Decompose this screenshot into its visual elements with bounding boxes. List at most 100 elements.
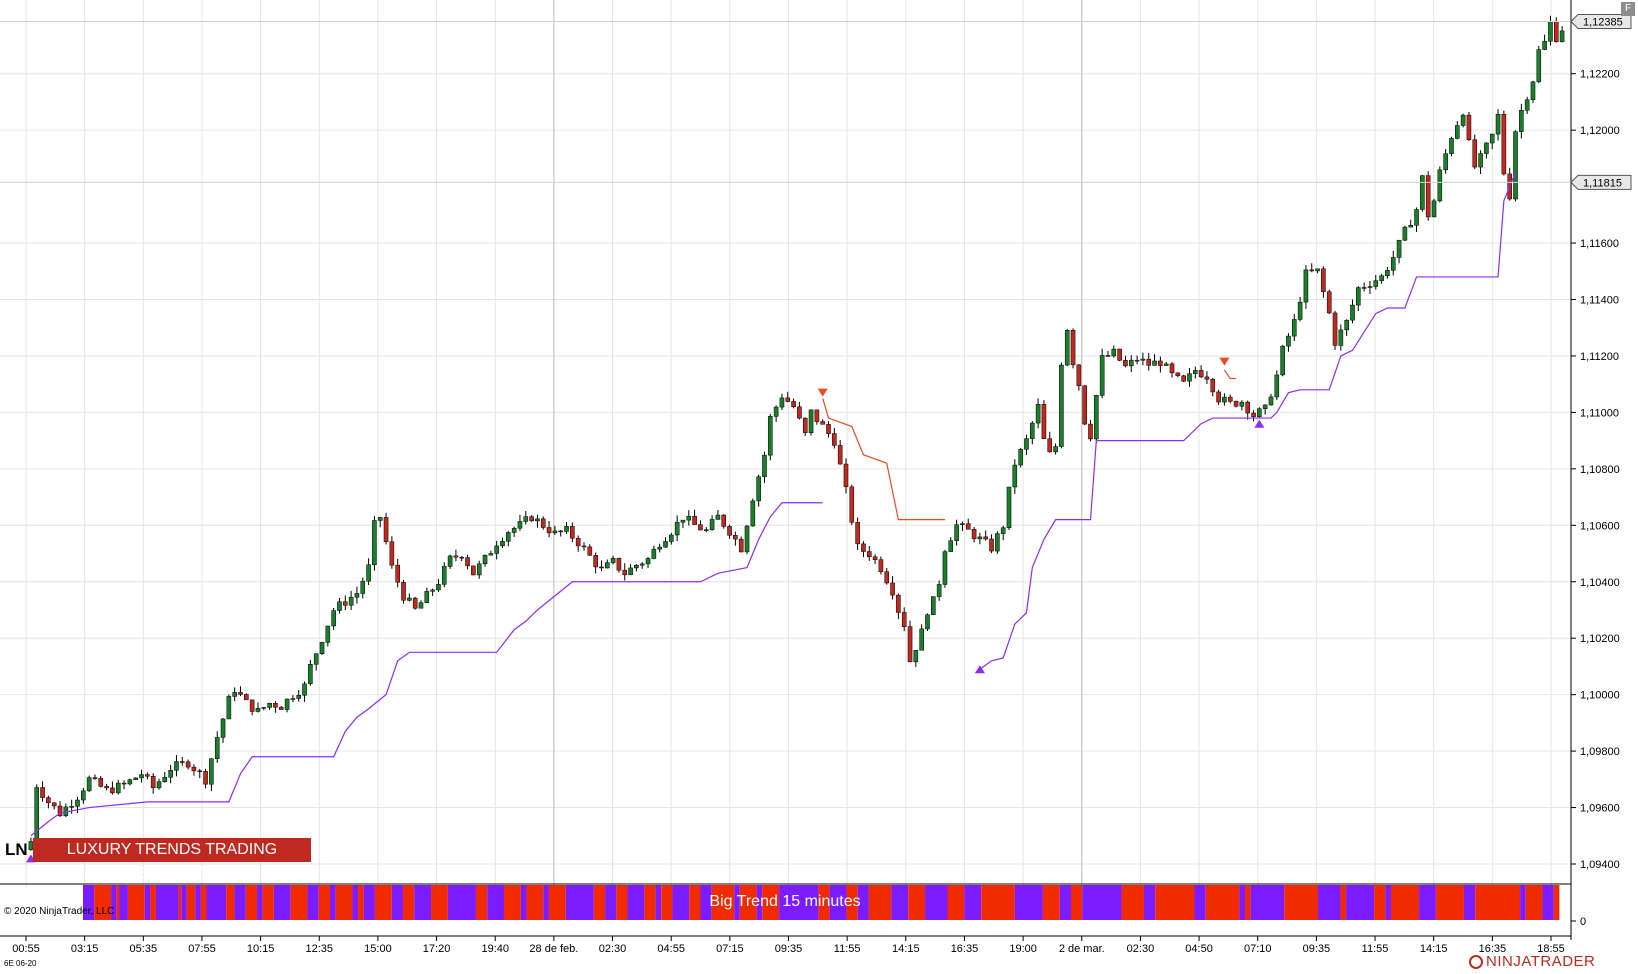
candle-body bbox=[1524, 99, 1530, 111]
candle-body bbox=[110, 787, 115, 794]
candle-body bbox=[523, 516, 529, 522]
trend-band-segment bbox=[605, 885, 617, 920]
candle-body bbox=[657, 546, 662, 550]
candle-body bbox=[1501, 114, 1507, 175]
candle-body bbox=[797, 406, 802, 419]
candle-body bbox=[989, 538, 994, 552]
trend-band-segment bbox=[818, 885, 830, 920]
candle-body bbox=[1216, 391, 1221, 403]
candle-body bbox=[1018, 449, 1023, 466]
trend-band-segment bbox=[1385, 885, 1391, 920]
candle-body bbox=[1047, 438, 1053, 453]
candle-body bbox=[1233, 401, 1239, 407]
candle-body bbox=[354, 593, 360, 598]
candle-body bbox=[651, 548, 657, 559]
candle-body bbox=[57, 805, 63, 817]
sell-signal-arrow bbox=[817, 388, 828, 397]
f-button[interactable]: F bbox=[1621, 2, 1635, 16]
trend-band-segment bbox=[711, 885, 735, 920]
candle-body bbox=[820, 421, 825, 425]
candle-body bbox=[1519, 110, 1524, 132]
x-tick-label: 07:55 bbox=[188, 943, 216, 955]
candle-body bbox=[121, 782, 127, 785]
candle-body bbox=[395, 564, 400, 583]
candle-body bbox=[319, 642, 325, 654]
candle-body bbox=[313, 653, 319, 665]
candle-body bbox=[1489, 133, 1495, 144]
buy-signal-arrow bbox=[974, 665, 985, 674]
candle-body bbox=[1175, 372, 1181, 377]
candle-body bbox=[837, 445, 843, 465]
candle-body bbox=[1513, 131, 1518, 200]
trend-band-segment bbox=[644, 885, 656, 920]
candle-body bbox=[1466, 114, 1472, 140]
y-tick-label: 1,11600 bbox=[1580, 238, 1619, 250]
candle-body bbox=[325, 625, 331, 643]
trend-band-segment bbox=[414, 885, 432, 920]
candle-body bbox=[1484, 142, 1489, 154]
trend-band-segment bbox=[352, 885, 359, 920]
candle-body bbox=[1262, 404, 1268, 409]
instrument-label: 6E 06-20 bbox=[4, 959, 37, 968]
candle-body bbox=[1041, 404, 1047, 440]
subpanel-zero-label: 0 bbox=[1580, 916, 1586, 928]
candle-body bbox=[104, 786, 109, 789]
candle-body bbox=[1367, 286, 1373, 288]
price-marker-label: 1,11815 bbox=[1583, 177, 1622, 189]
candle-body bbox=[267, 702, 272, 708]
candle-body bbox=[1332, 312, 1338, 346]
candle-body bbox=[610, 557, 616, 563]
x-tick-label: 11:55 bbox=[1362, 943, 1389, 955]
candle-body bbox=[98, 778, 104, 787]
trend-band-segment bbox=[195, 885, 201, 920]
candle-body bbox=[1117, 348, 1122, 361]
candle-body bbox=[1227, 396, 1233, 402]
candle-body bbox=[1309, 269, 1315, 272]
candle-body bbox=[1315, 268, 1320, 272]
candle-body bbox=[802, 417, 808, 433]
x-tick-label: 15:00 bbox=[364, 943, 392, 955]
y-tick-label: 1,11200 bbox=[1580, 351, 1619, 363]
candle-body bbox=[750, 500, 756, 527]
candle-body bbox=[773, 406, 779, 417]
y-tick-label: 1,09400 bbox=[1580, 859, 1620, 871]
candle-body bbox=[698, 524, 703, 531]
candle-body bbox=[744, 525, 750, 553]
candle-body bbox=[506, 532, 511, 542]
price-marker-tag bbox=[1570, 174, 1632, 190]
candle-body bbox=[1379, 275, 1384, 281]
candle-body bbox=[1390, 257, 1396, 271]
x-tick-label: 04:55 bbox=[657, 943, 685, 955]
trend-band-segment bbox=[374, 885, 392, 920]
trend-band-segment bbox=[857, 885, 869, 920]
trend-band-segment bbox=[1155, 885, 1195, 920]
x-tick-label: 10:15 bbox=[247, 943, 275, 955]
candle-body bbox=[360, 580, 366, 594]
candle-body bbox=[174, 761, 179, 771]
candle-body bbox=[308, 664, 313, 685]
candle-body bbox=[849, 486, 855, 523]
candle-body bbox=[75, 799, 80, 807]
candle-body bbox=[51, 802, 57, 807]
trend-band-segment bbox=[178, 885, 182, 920]
candle-body bbox=[872, 556, 878, 560]
candle-body bbox=[1134, 359, 1140, 362]
candle-body bbox=[529, 516, 534, 522]
trend-band-segment bbox=[119, 885, 128, 920]
trend-band-segment bbox=[1059, 885, 1071, 920]
x-tick-label: 12:35 bbox=[306, 943, 334, 955]
trend-band-segment bbox=[891, 885, 909, 920]
trend-band-segment bbox=[200, 885, 207, 920]
trend-band-segment bbox=[363, 885, 375, 920]
candle-body bbox=[861, 543, 866, 552]
candle-body bbox=[1169, 363, 1175, 374]
trend-band-segment bbox=[1014, 885, 1043, 920]
candle-body bbox=[296, 695, 302, 699]
candle-body bbox=[162, 776, 168, 782]
trend-band-segment bbox=[981, 885, 1015, 920]
candle-body bbox=[337, 601, 342, 611]
x-tick-label: 28 de feb. bbox=[529, 943, 578, 955]
candle-body bbox=[1000, 527, 1006, 534]
trend-band-segment bbox=[548, 885, 566, 920]
